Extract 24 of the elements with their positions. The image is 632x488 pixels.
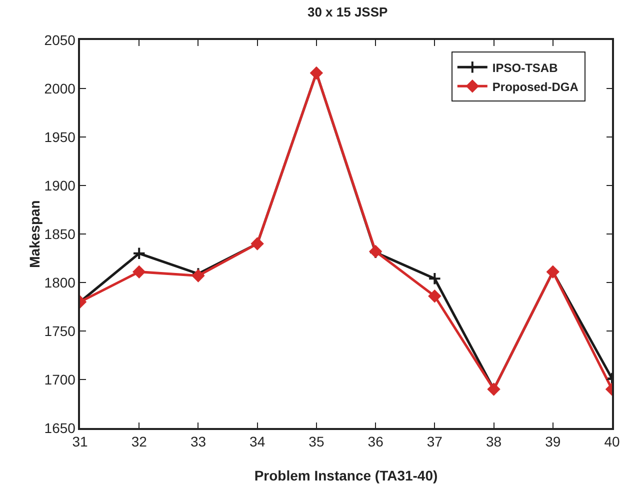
x-tick-label: 35 <box>308 434 324 450</box>
x-tick-label: 34 <box>250 434 266 450</box>
y-tick-label: 1950 <box>44 128 76 145</box>
y-tick-label: 1700 <box>44 371 76 388</box>
y-tick-label: 1750 <box>44 322 76 339</box>
y-tick-label: 1650 <box>44 420 76 436</box>
x-tick-label: 37 <box>426 434 443 450</box>
y-tick-label: 1850 <box>44 226 76 242</box>
y-tick-label: 1900 <box>44 177 76 194</box>
x-tick-label: 39 <box>545 434 561 450</box>
y-axis-title: Makespan <box>26 200 42 268</box>
y-tick-label: 2000 <box>44 80 76 96</box>
legend-label: Proposed-DGA <box>492 80 579 94</box>
x-tick-label: 38 <box>486 434 502 450</box>
x-tick-label: 40 <box>604 434 620 450</box>
x-axis-title: Problem Instance (TA31-40) <box>254 468 438 484</box>
legend-label: IPSO-TSAB <box>492 60 558 75</box>
x-tick-label: 33 <box>190 434 206 450</box>
x-tick-label: 36 <box>368 434 384 450</box>
x-tick-label: 32 <box>131 434 148 450</box>
y-tick-label: 1800 <box>44 274 76 290</box>
x-tick-label: 31 <box>72 434 88 450</box>
chart-title: 30 x 15 JSSP <box>307 4 388 20</box>
y-tick-label: 2050 <box>44 32 76 48</box>
